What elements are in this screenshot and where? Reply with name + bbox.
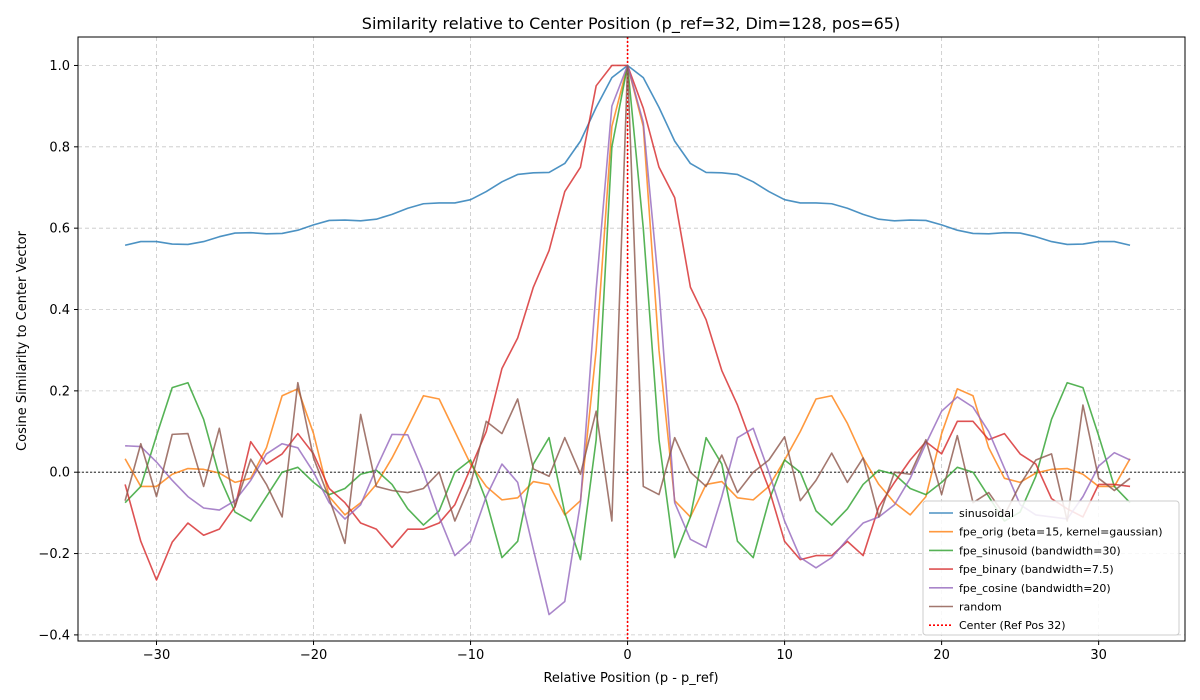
- x-tick-label: 10: [776, 648, 793, 663]
- series-line-5: [124, 64, 1131, 545]
- plot-frame: [77, 36, 1186, 642]
- series-lines: [124, 64, 1131, 616]
- y-tick-label: 0.6: [49, 222, 70, 237]
- legend-label: random: [959, 601, 1002, 614]
- legend-label: sinusoidal: [959, 507, 1014, 520]
- legend-label: fpe_sinusoid (bandwidth=30): [959, 544, 1121, 557]
- legend-label: fpe_orig (beta=15, kernel=gaussian): [959, 526, 1163, 539]
- y-tick-label: 0.2: [49, 384, 70, 399]
- legend: sinusoidal fpe_orig (beta=15, kernel=gaus…: [922, 500, 1180, 636]
- y-tick-label: 1.0: [49, 59, 70, 74]
- x-tick-label: 0: [623, 648, 631, 663]
- y-tick-label: −0.2: [38, 547, 70, 562]
- x-tick-label: 20: [933, 648, 950, 663]
- x-tick-label: 30: [1090, 648, 1107, 663]
- x-tick-label: −10: [457, 648, 484, 663]
- legend-box: [922, 500, 1180, 636]
- y-axis-label: Cosine Similarity to Center Vector: [15, 230, 30, 451]
- reference-lines: [78, 37, 1185, 641]
- chart-title: Similarity relative to Center Position (…: [362, 14, 900, 34]
- x-axis-label: Relative Position (p - p_ref): [543, 671, 718, 686]
- legend-label: fpe_cosine (bandwidth=20): [959, 582, 1111, 595]
- y-tick-label: −0.4: [38, 628, 70, 643]
- legend-label: fpe_binary (bandwidth=7.5): [959, 563, 1114, 576]
- legend-label: Center (Ref Pos 32): [959, 619, 1066, 632]
- x-tick-label: −30: [143, 648, 170, 663]
- y-tick-label: 0.0: [49, 466, 70, 481]
- y-tick-label: 0.4: [49, 303, 70, 318]
- axes: −30 −20 −10 0 10 20 30 −0.4 −0.2 0.0 0.2 0.4 0.6 0.8 1…: [38, 36, 1186, 663]
- x-tick-label: −20: [300, 648, 327, 663]
- y-tick-label: 0.8: [49, 140, 70, 155]
